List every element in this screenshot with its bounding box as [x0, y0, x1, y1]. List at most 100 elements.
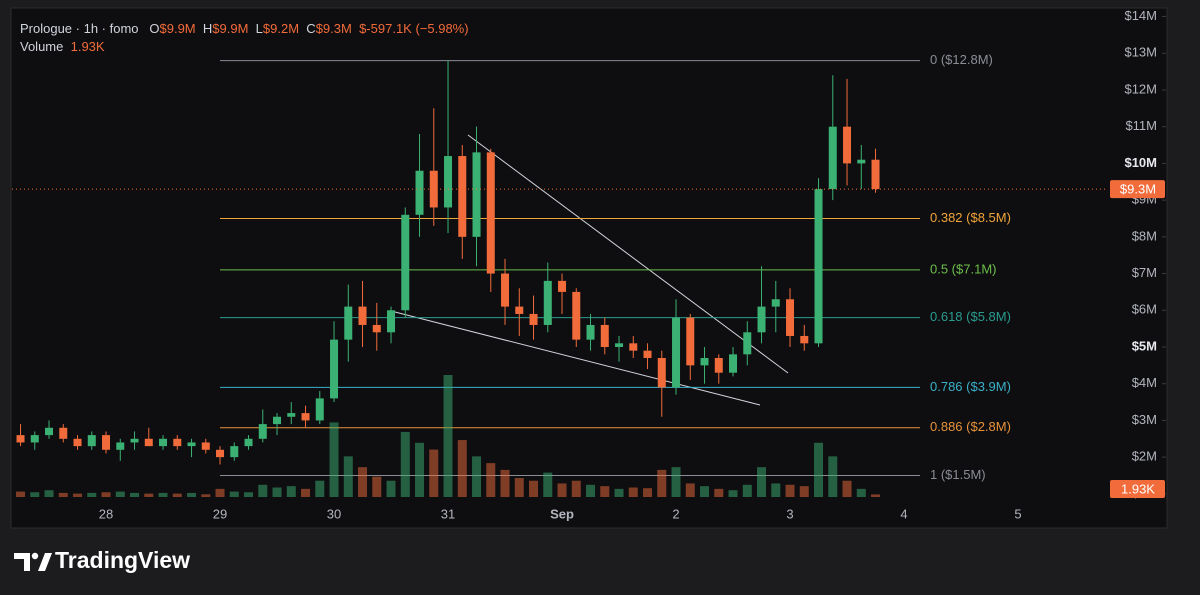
candle-body [729, 354, 738, 373]
candle-body [771, 299, 780, 307]
fib-label: 0.618 ($5.8M) [930, 309, 1011, 324]
candle-body [757, 306, 766, 333]
candle-body [429, 170, 438, 208]
volume-bar [671, 467, 681, 497]
y-tick-label: $6M [1132, 302, 1157, 317]
candle-body [230, 446, 239, 458]
candle-body [786, 299, 795, 336]
volume-bar [215, 488, 225, 497]
candle-body [828, 126, 837, 190]
candle-body [529, 313, 538, 325]
ohlc-value: $9.9M [212, 21, 249, 36]
x-tick-label: 29 [213, 506, 227, 521]
fib-label: 1 ($1.5M) [930, 467, 986, 482]
candle-body [159, 438, 168, 447]
volume-bar [486, 463, 496, 497]
candle-body [216, 449, 225, 458]
volume-bar [472, 456, 482, 497]
volume-bar [700, 486, 710, 497]
change: $-597.1K (−5.98%) [359, 21, 469, 36]
volume-bar [101, 492, 111, 497]
price-label: $9.3M [1120, 182, 1156, 197]
volume-bar [58, 492, 68, 497]
y-tick-label: $13M [1124, 45, 1157, 60]
volume-bar [742, 484, 752, 497]
candle-body [87, 435, 96, 447]
volume-bar [614, 488, 624, 497]
candle-body [244, 438, 253, 447]
volume-bar [87, 492, 97, 497]
candle-body [287, 413, 296, 417]
volume-bar [272, 487, 282, 497]
candle-body [515, 306, 524, 314]
brand-logo [14, 552, 52, 571]
candle-body [700, 358, 709, 366]
ohlc-value: $9.9M [159, 21, 196, 36]
volume-bar [258, 484, 268, 497]
volume-bar [785, 484, 795, 497]
volume-bar [386, 480, 396, 497]
x-tick-label: 3 [786, 506, 793, 521]
fib-label: 0.886 ($2.8M) [930, 419, 1011, 434]
volume-bar [757, 467, 767, 497]
volume-bar [814, 442, 824, 497]
fib-label: 0.5 ($7.1M) [930, 261, 996, 276]
candle-body [173, 438, 182, 447]
volume-bar [400, 431, 410, 497]
candle-body [472, 152, 481, 237]
price-box [1110, 180, 1165, 199]
y-tick-label: $4M [1132, 375, 1157, 390]
volume-bar [871, 494, 881, 497]
candle-body [372, 324, 381, 333]
chart-panel [10, 7, 1168, 529]
candle-body [743, 332, 752, 355]
candle-body [102, 435, 111, 450]
candle-body [672, 317, 681, 388]
volume-bar [16, 491, 26, 497]
candle-body [857, 159, 866, 164]
volume-bar [571, 480, 581, 497]
fib-label: 0.786 ($3.9M) [930, 379, 1011, 394]
volume-bar [144, 493, 154, 497]
brand-name: TradingView [55, 547, 190, 573]
candle-body [401, 214, 410, 311]
volume-bar [771, 483, 781, 497]
volume-bar [586, 484, 596, 497]
y-tick-label: $7M [1132, 265, 1157, 280]
trend-line [467, 134, 789, 374]
candle-body [543, 280, 552, 325]
ohlc-key: L [255, 21, 263, 36]
x-tick-label: 5 [1014, 506, 1021, 521]
volume-bar [714, 488, 724, 497]
candle-body [59, 427, 68, 439]
volume-bar [828, 456, 838, 497]
volume-row: Volume 1.93K [20, 38, 469, 56]
volume-bar [73, 493, 83, 497]
y-tick-label: $5M [1132, 338, 1157, 353]
candle-body [187, 442, 196, 447]
volume-bar [201, 494, 211, 497]
volume-bar [543, 472, 553, 497]
volume-bar [30, 492, 40, 497]
x-tick-label: 30 [327, 506, 341, 521]
candle-body [486, 152, 495, 274]
candle-body [600, 324, 609, 347]
candle-body [501, 273, 510, 307]
volume-bar [514, 478, 524, 497]
volume-bar [628, 487, 638, 497]
volume-box-label: 1.93K [1121, 481, 1155, 496]
volume-bar [343, 456, 353, 497]
candle-body [130, 438, 139, 443]
volume-bar [842, 480, 852, 497]
candle-body [144, 438, 153, 447]
y-tick-label: $11M [1125, 118, 1157, 133]
x-tick-label: 31 [441, 506, 455, 521]
volume-bar [457, 440, 467, 497]
candle-body [643, 350, 652, 359]
legend-header: Prologue · 1h · fomo O$9.9M H$9.9M L$9.2… [20, 20, 469, 56]
x-tick-label: 4 [900, 506, 907, 521]
volume-bar [229, 491, 239, 497]
candle-body [301, 413, 310, 421]
